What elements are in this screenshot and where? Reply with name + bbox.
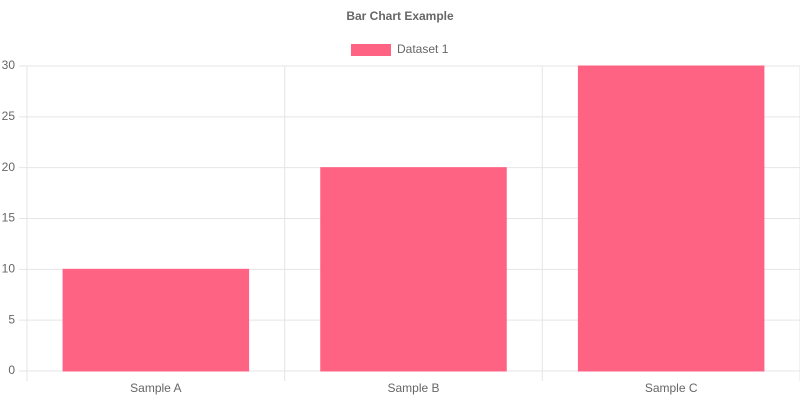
legend-label[interactable]: Dataset 1 [397,42,449,56]
x-tick-label: Sample A [130,381,181,395]
y-tick-label: 0 [8,363,15,377]
y-tick-label: 5 [8,312,15,326]
legend-swatch[interactable] [351,44,391,56]
x-tick-label: Sample C [645,381,698,395]
chart-title: Bar Chart Example [346,9,454,23]
y-tick-label: 20 [2,160,16,174]
y-tick-label: 25 [2,109,16,123]
x-tick-label: Sample B [387,381,439,395]
y-tick-label: 30 [2,58,16,72]
y-tick-label: 15 [2,211,16,225]
bar [62,268,250,372]
bar [320,167,507,372]
bar [577,65,765,372]
y-tick-label: 10 [2,262,16,276]
